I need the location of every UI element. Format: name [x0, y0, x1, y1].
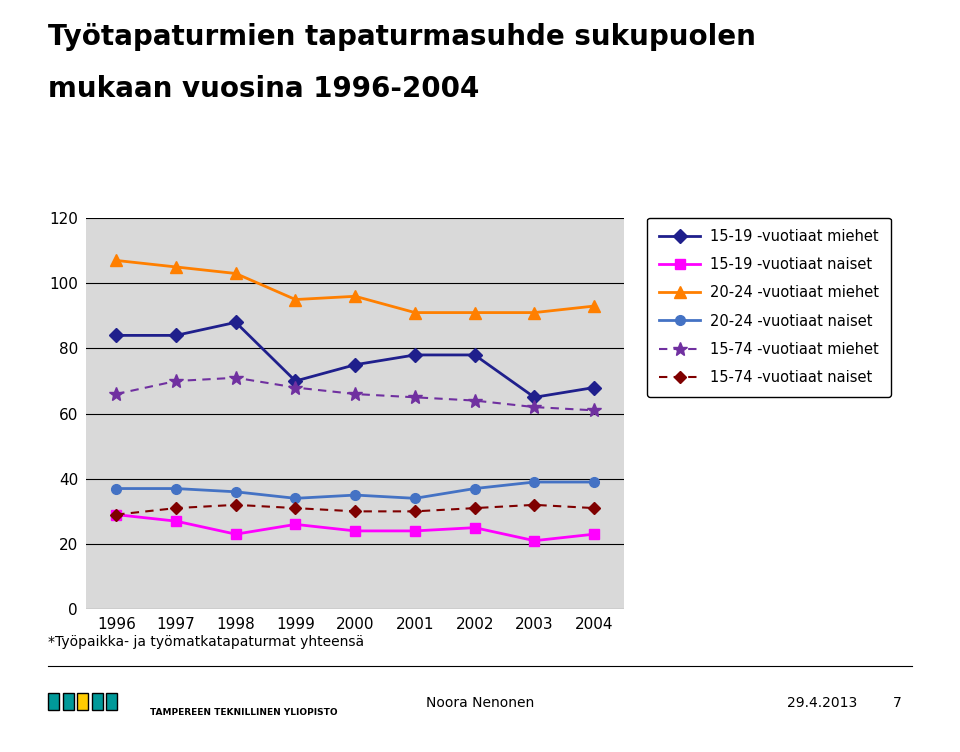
Text: Noora Nenonen: Noora Nenonen — [426, 696, 534, 710]
Legend: 15-19 -vuotiaat miehet, 15-19 -vuotiaat naiset, 20-24 -vuotiaat miehet, 20-24 -v: 15-19 -vuotiaat miehet, 15-19 -vuotiaat … — [647, 217, 891, 396]
FancyBboxPatch shape — [91, 693, 103, 710]
Text: TAMPEREEN TEKNILLINEN YLIOPISTO: TAMPEREEN TEKNILLINEN YLIOPISTO — [150, 708, 338, 717]
FancyBboxPatch shape — [62, 693, 74, 710]
Text: mukaan vuosina 1996-2004: mukaan vuosina 1996-2004 — [48, 75, 479, 103]
FancyBboxPatch shape — [77, 693, 88, 710]
Text: 7: 7 — [893, 696, 901, 710]
FancyBboxPatch shape — [48, 693, 60, 710]
Text: 29.4.2013: 29.4.2013 — [787, 696, 857, 710]
Text: Työtapaturmien tapaturmasuhde sukupuolen: Työtapaturmien tapaturmasuhde sukupuolen — [48, 23, 756, 50]
Text: *Työpaikka- ja työmatkatapaturmat yhteensä: *Työpaikka- ja työmatkatapaturmat yhteen… — [48, 635, 364, 650]
FancyBboxPatch shape — [106, 693, 117, 710]
